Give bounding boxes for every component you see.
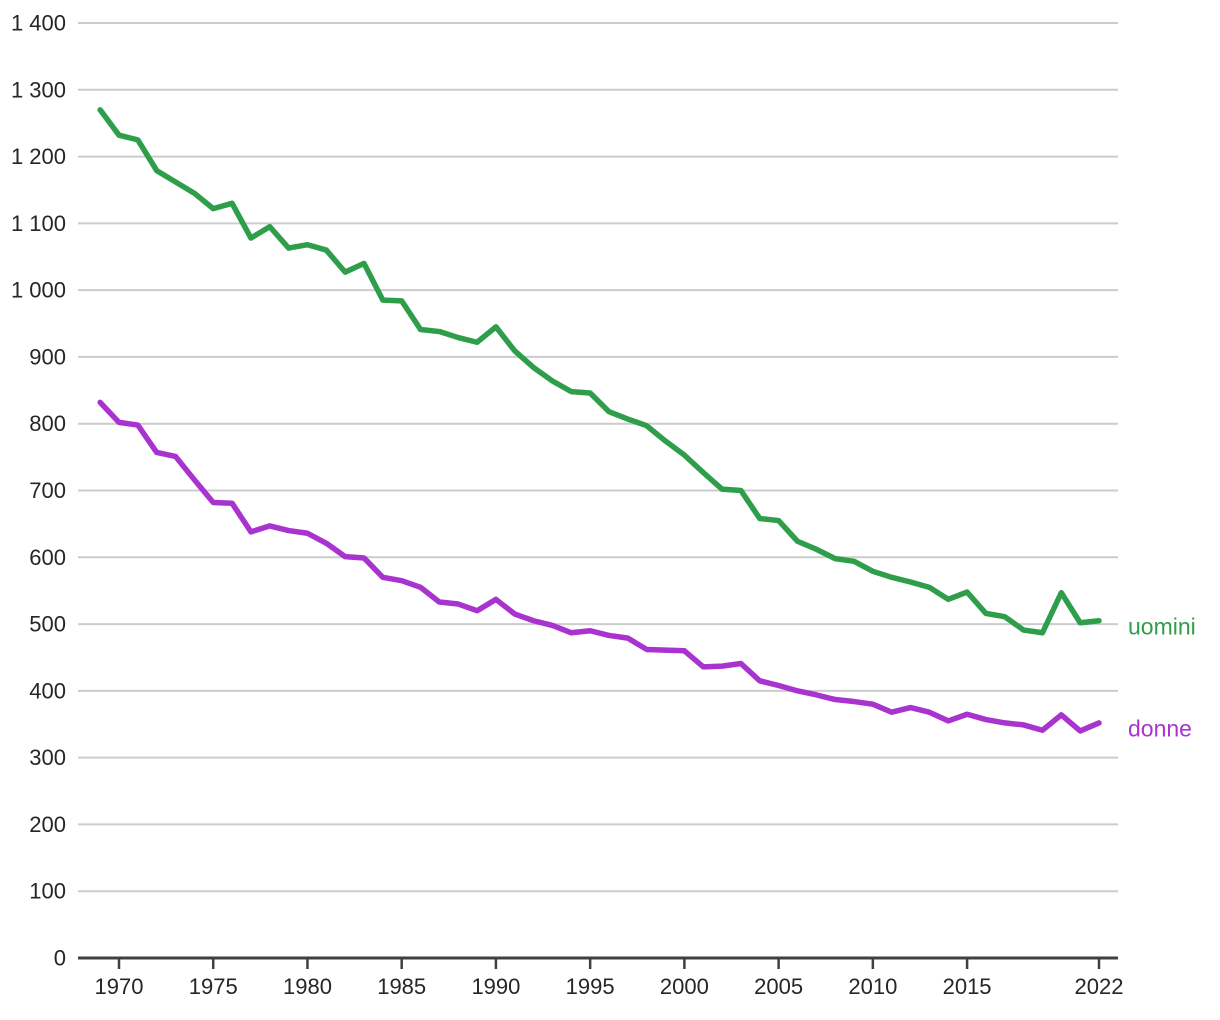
series-line-uomini [97,107,1102,636]
y-axis-tick-label: 700 [29,478,66,503]
y-axis-tick-label: 400 [29,678,66,703]
x-axis-tick-label: 1985 [377,974,426,999]
series-label-donne: donne [1128,715,1192,742]
y-axis-tick-label: 900 [29,344,66,369]
y-axis-tick-label: 800 [29,411,66,436]
y-axis-tick-label: 100 [29,879,66,904]
x-axis-tick-label: 2015 [943,974,992,999]
y-axis-tick-label: 500 [29,612,66,637]
y-axis-tick-label: 1 200 [11,144,66,169]
x-axis-tick-label: 1995 [566,974,615,999]
x-axis-tick-label: 1980 [283,974,332,999]
y-axis-tick-label: 1 400 [11,10,66,35]
x-axis-tick-label: 1975 [189,974,238,999]
y-axis-tick-label: 200 [29,812,66,837]
x-axis-tick-label: 2010 [848,974,897,999]
y-axis-tick-label: 600 [29,545,66,570]
x-axis-tick-label: 1970 [95,974,144,999]
y-axis-tick-label: 1 100 [11,211,66,236]
series-line-donne [97,399,1102,734]
x-axis-tick-label: 1990 [471,974,520,999]
y-axis-tick-label: 0 [54,945,66,970]
x-axis-tick-label: 2022 [1075,974,1124,999]
y-axis-tick-label: 300 [29,745,66,770]
x-axis-tick-label: 2000 [660,974,709,999]
x-axis-tick-label: 2005 [754,974,803,999]
y-axis-tick-label: 1 000 [11,278,66,303]
y-axis-tick-label: 1 300 [11,77,66,102]
series-label-uomini: uomini [1128,613,1196,640]
